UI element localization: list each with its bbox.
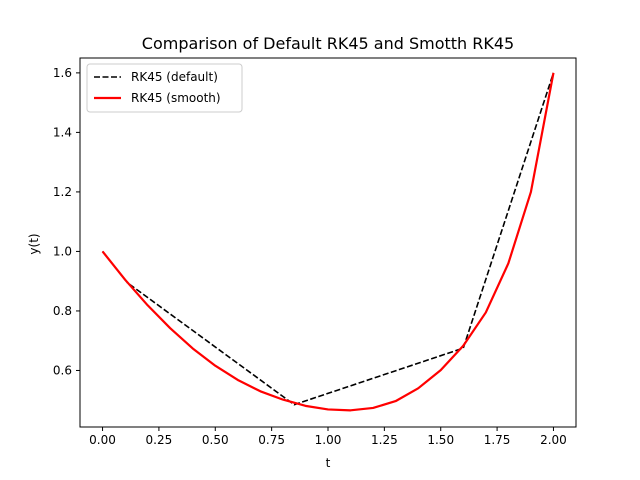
chart-title: Comparison of Default RK45 and Smotth RK… [142,34,514,53]
legend-label-0: RK45 (default) [131,70,218,84]
x-tick-label: 1.75 [484,433,511,447]
x-tick-label: 1.00 [315,433,342,447]
x-tick-label: 1.50 [427,433,454,447]
y-axis: 0.6 0.8 1.0 1.2 1.4 1.6 [53,66,80,377]
y-tick-label: 0.6 [53,363,72,377]
x-tick-label: 0.25 [146,433,173,447]
y-tick-label: 1.0 [53,244,72,258]
legend-box [86,63,243,113]
x-tick-label: 0.50 [202,433,229,447]
series-line-1 [101,72,555,412]
x-tick-label: 0.75 [258,433,285,447]
x-tick-label: 2.00 [540,433,567,447]
y-tick-label: 1.2 [53,185,72,199]
y-tick-label: 0.8 [53,304,72,318]
y-axis-label: y(t) [27,233,41,254]
legend-label-1: RK45 (smooth) [131,91,221,105]
legend: RK45 (default) RK45 (smooth) [86,63,243,113]
x-tick-label: 0.00 [89,433,116,447]
y-tick-label: 1.4 [53,125,72,139]
x-tick-label: 1.25 [371,433,398,447]
x-axis-label: t [326,456,331,470]
y-tick-label: 1.6 [53,66,72,80]
x-axis: 0.00 0.25 0.50 0.75 1.00 1.25 1.50 1.75 2.00 [89,427,567,447]
